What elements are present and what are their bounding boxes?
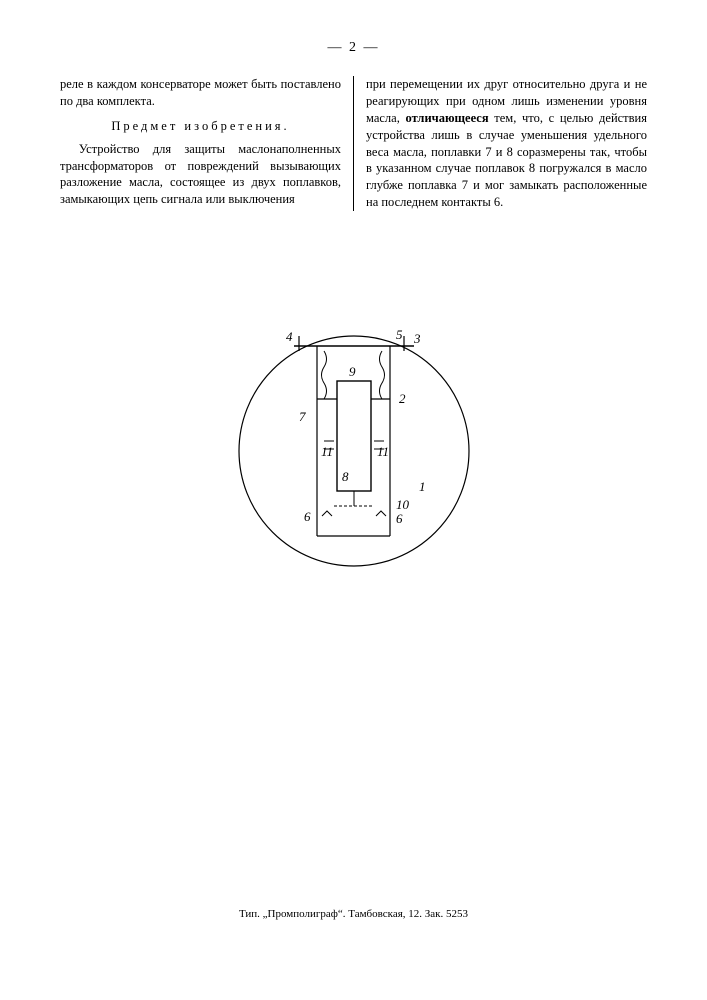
- footer-imprint: Тип. „Промполиграф“. Тамбовская, 12. Зак…: [0, 908, 707, 920]
- fig-label-4: 4: [286, 329, 293, 344]
- fig-label-11a: 11: [321, 444, 333, 459]
- fig-label-6a: 6: [304, 509, 311, 524]
- right-body-bold: отличающееся: [406, 111, 489, 125]
- fig-label-2: 2: [399, 391, 406, 406]
- page-number: — 2 —: [60, 40, 647, 56]
- fig-label-5: 5: [396, 327, 403, 342]
- fig-label-8: 8: [342, 469, 349, 484]
- left-column: реле в каждом консерваторе может быть по…: [60, 76, 341, 211]
- column-divider: [353, 76, 354, 211]
- fig-label-10: 10: [396, 497, 410, 512]
- figure-container: 4 5 3 9 2 7 11 11 8 1 10 6 6: [60, 291, 647, 596]
- fig-label-11b: 11: [377, 444, 389, 459]
- right-body-part2: тем, что, с целью действия устройства ли…: [366, 111, 647, 209]
- fig-label-6b: 6: [396, 511, 403, 526]
- subject-heading: Предмет изобретения.: [60, 118, 341, 135]
- text-columns: реле в каждом консерваторе может быть по…: [60, 76, 647, 211]
- fig-label-7: 7: [299, 409, 306, 424]
- fig-label-1: 1: [419, 479, 426, 494]
- left-intro-text: реле в каждом консерваторе может быть по…: [60, 76, 341, 110]
- right-column: при перемещении их друг относительно дру…: [366, 76, 647, 211]
- fig-label-3: 3: [413, 331, 421, 346]
- fig-label-9: 9: [349, 364, 356, 379]
- subject-body: Устройство для защиты маслонаполненных т…: [60, 141, 341, 209]
- device-diagram: 4 5 3 9 2 7 11 11 8 1 10 6 6: [204, 291, 504, 591]
